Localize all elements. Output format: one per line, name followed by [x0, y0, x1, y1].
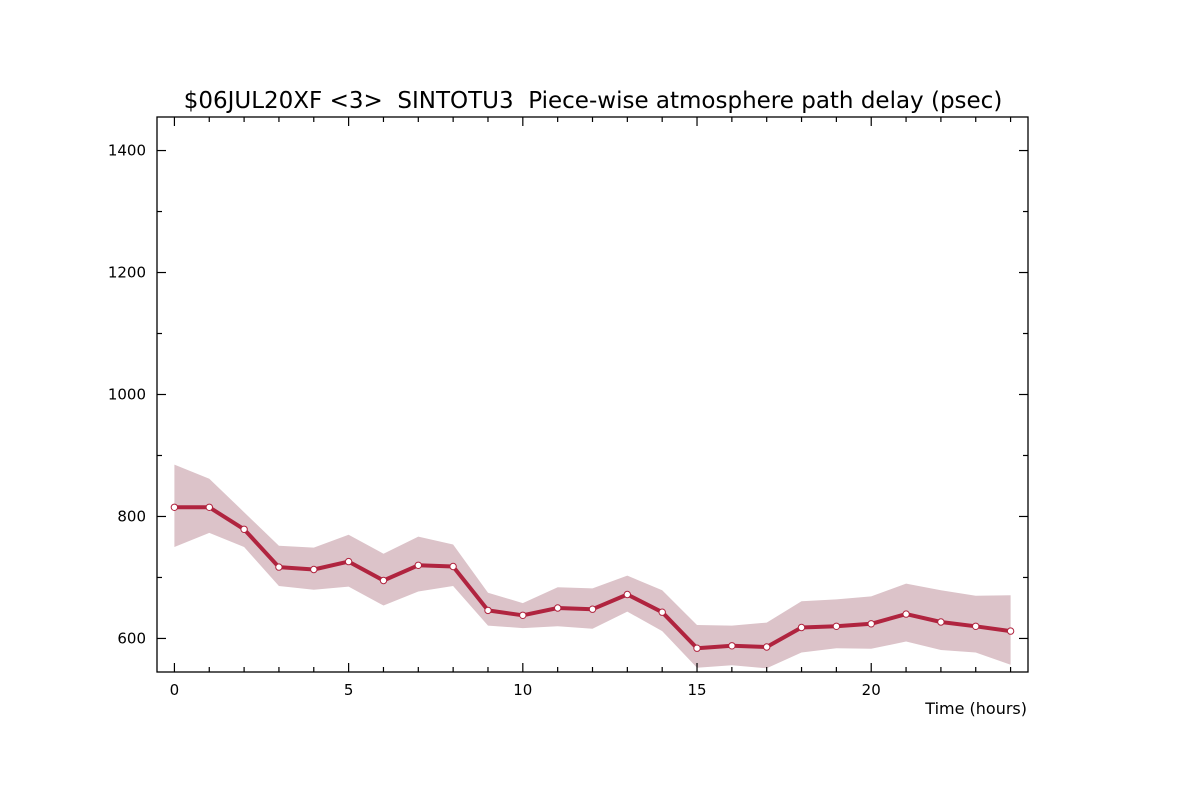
data-point	[379, 576, 388, 585]
data-point	[763, 643, 771, 651]
data-point	[728, 642, 736, 650]
data-point	[519, 611, 527, 619]
uncertainty-band-layer	[174, 464, 1011, 669]
data-point	[205, 503, 214, 511]
data-point	[275, 563, 283, 571]
x-axis-label: Time (hours)	[924, 699, 1027, 718]
data-point	[1006, 627, 1015, 635]
tick-labels: 0 5 10 15 20 600 800 1000 1200 1400	[108, 142, 881, 699]
data-point	[972, 622, 980, 630]
y-tick-label: 1200	[108, 264, 146, 282]
uncertainty-band	[174, 464, 1011, 669]
data-point	[867, 620, 875, 628]
y-tick-label: 1400	[108, 142, 146, 160]
y-tick-label: 1000	[108, 386, 146, 404]
data-point	[797, 623, 806, 632]
x-tick-label: 15	[687, 681, 706, 699]
x-tick-label: 5	[344, 681, 354, 699]
data-point	[240, 525, 248, 533]
y-tick-label: 800	[117, 507, 146, 525]
data-point	[693, 644, 701, 652]
x-tick-label: 10	[513, 681, 532, 699]
data-point-layer	[170, 503, 1015, 652]
data-point	[588, 605, 597, 613]
data-point	[310, 565, 318, 574]
x-tick-label: 0	[170, 681, 180, 699]
data-point	[658, 608, 666, 616]
data-point	[832, 622, 841, 630]
data-point	[554, 604, 562, 612]
y-tick-label: 600	[117, 629, 146, 647]
x-tick-label: 20	[862, 681, 881, 699]
axis-ticks	[157, 117, 1028, 672]
data-point	[344, 557, 353, 566]
data-point	[414, 561, 422, 569]
data-point	[449, 562, 457, 571]
data-point	[937, 618, 945, 626]
data-point	[623, 590, 631, 599]
data-point	[484, 606, 492, 615]
data-point	[902, 610, 910, 618]
chart-title: $06JUL20XF <3> SINTOTU3 Piece-wise atmos…	[184, 88, 1003, 114]
data-point	[170, 503, 179, 511]
